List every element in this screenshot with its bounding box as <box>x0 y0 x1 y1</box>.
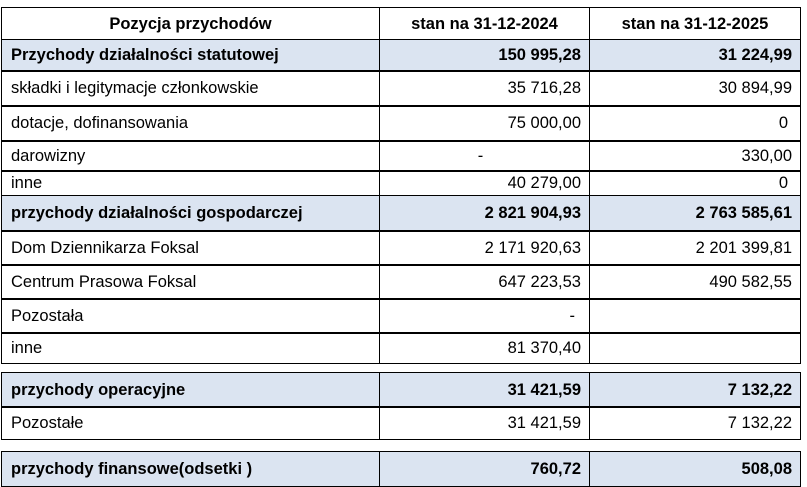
row-value-2024: 31 421,59 <box>379 406 590 440</box>
row-label: Pozostała <box>1 298 380 334</box>
table-row: Dom Dziennikarza Foksal 2 171 920,63 2 2… <box>1 230 802 266</box>
table-row: darowizny - 330,00 <box>1 140 802 172</box>
row-value-2024: 760,72 <box>379 451 590 487</box>
row-label: Przychody działalności statutowej <box>1 39 380 72</box>
row-label: inne <box>1 170 380 197</box>
row-value-2024: - <box>379 298 590 334</box>
row-value-2025 <box>589 298 801 334</box>
row-label: przychody działalności gospodarczej <box>1 195 380 232</box>
row-value-2025: 0 <box>589 105 801 142</box>
row-value-2024: 40 279,00 <box>379 170 590 197</box>
row-value-2025: 7 132,22 <box>589 406 801 440</box>
row-label: inne <box>1 332 380 364</box>
table-row: dotacje, dofinansowania 75 000,00 0 <box>1 105 802 142</box>
row-value-2025: 330,00 <box>589 140 801 172</box>
table-row: Centrum Prasowa Foksal 647 223,53 490 58… <box>1 264 802 300</box>
row-value-2025: 490 582,55 <box>589 264 801 300</box>
header-2024: stan na 31-12-2024 <box>379 7 590 41</box>
row-label: przychody operacyjne <box>1 372 380 408</box>
table-header-row: Pozycja przychodów stan na 31-12-2024 st… <box>1 7 802 41</box>
row-value-2025: 2 763 585,61 <box>589 195 801 232</box>
table-row: inne 40 279,00 0 <box>1 170 802 197</box>
row-label: Centrum Prasowa Foksal <box>1 264 380 300</box>
table-row-statutory-total: Przychody działalności statutowej 150 99… <box>1 39 802 72</box>
row-value-2024: 647 223,53 <box>379 264 590 300</box>
header-item: Pozycja przychodów <box>1 7 380 41</box>
row-value-2025: 30 894,99 <box>589 70 801 107</box>
row-label: Dom Dziennikarza Foksal <box>1 230 380 266</box>
row-value-2024: 150 995,28 <box>379 39 590 72</box>
header-2025: stan na 31-12-2025 <box>589 7 801 41</box>
table-row: składki i legitymacje członkowskie 35 71… <box>1 70 802 107</box>
row-label: składki i legitymacje członkowskie <box>1 70 380 107</box>
row-value-2025: 0 <box>589 170 801 197</box>
row-value-2025: 508,08 <box>589 451 801 487</box>
row-label: przychody finansowe(odsetki ) <box>1 451 380 487</box>
row-value-2025: 31 224,99 <box>589 39 801 72</box>
table-row: inne 81 370,40 <box>1 332 802 364</box>
row-label: darowizny <box>1 140 380 172</box>
table-row: Pozostałe 31 421,59 7 132,22 <box>1 406 802 440</box>
row-label: dotacje, dofinansowania <box>1 105 380 142</box>
row-value-2025: 2 201 399,81 <box>589 230 801 266</box>
row-value-2024: 31 421,59 <box>379 372 590 408</box>
row-value-2024: 81 370,40 <box>379 332 590 364</box>
row-value-2025 <box>589 332 801 364</box>
row-value-2024: 2 171 920,63 <box>379 230 590 266</box>
row-value-2024: - <box>379 140 590 172</box>
row-value-2025: 7 132,22 <box>589 372 801 408</box>
row-label: Pozostałe <box>1 406 380 440</box>
row-value-2024: 35 716,28 <box>379 70 590 107</box>
table-row-operating-total: przychody operacyjne 31 421,59 7 132,22 <box>1 372 802 408</box>
table-row-financial-total: przychody finansowe(odsetki ) 760,72 508… <box>1 451 802 487</box>
table-row: Pozostała - <box>1 298 802 334</box>
row-value-2024: 75 000,00 <box>379 105 590 142</box>
table-row-business-total: przychody działalności gospodarczej 2 82… <box>1 195 802 232</box>
row-value-2024: 2 821 904,93 <box>379 195 590 232</box>
